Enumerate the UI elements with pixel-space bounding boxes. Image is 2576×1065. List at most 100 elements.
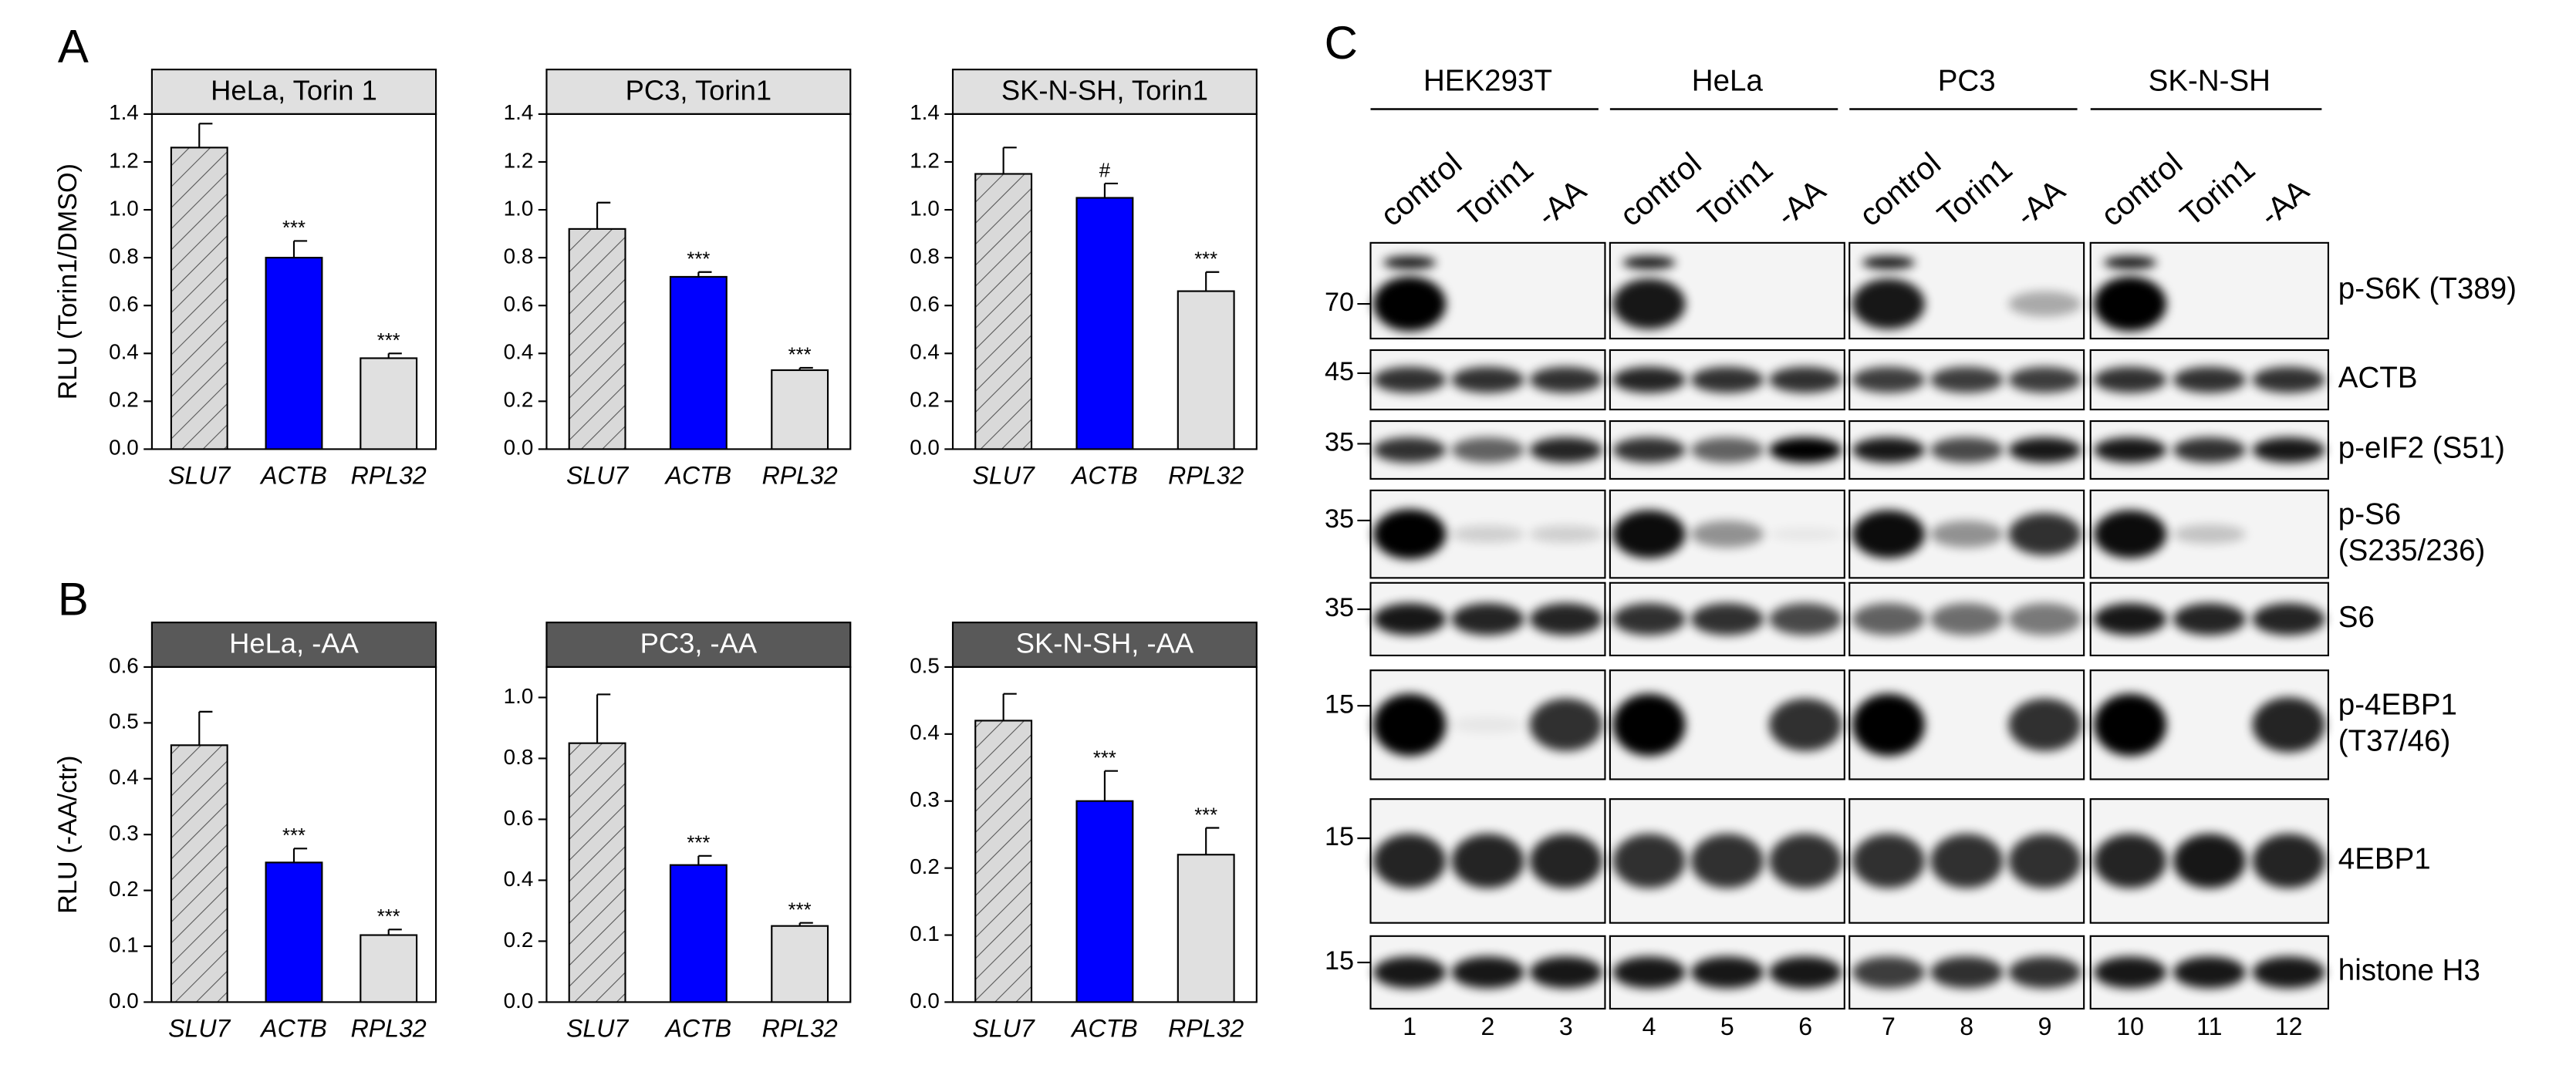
y-tick-label: 0.2 [504,928,534,952]
blot-band [1769,366,1842,393]
blot-band [1612,956,1686,989]
lane-treatment: Torin1 [1691,151,1779,233]
lane-treatment: Torin1 [1452,151,1540,233]
blot-band [1769,436,1842,463]
x-tick-label: ACTB [1070,1014,1138,1042]
y-tick-label: 0.3 [109,821,139,845]
panel-title: HeLa, -AA [229,628,360,659]
lane-number: 2 [1481,1013,1495,1040]
blot-band [1930,603,2004,635]
blot-band [2173,524,2246,544]
blot-band [2008,513,2081,556]
blot-band [1690,521,1764,548]
panel-title: PC3, -AA [640,628,758,659]
y-tick-label: 0.2 [910,854,940,878]
blot-band [1612,436,1686,463]
blot-band [1690,436,1764,463]
x-tick-label: ACTB [259,461,327,489]
lane-number: 6 [1798,1013,1812,1040]
blot-band [1852,956,1925,989]
bar [1075,800,1134,1003]
panel-title: HeLa, Torin 1 [211,75,377,106]
significance-marker: *** [788,900,812,922]
blot-band [1529,698,1602,752]
panel-title: SK-N-SH, Torin1 [1001,75,1208,106]
y-tick-label: 0.4 [910,720,940,744]
blot-band [1373,436,1447,463]
y-tick-label: 0.4 [109,340,139,364]
y-tick-label: 0.6 [504,806,534,830]
y-tick-label: 1.0 [504,196,534,220]
x-tick-label: RPL32 [762,461,838,489]
significance-marker: *** [687,249,710,271]
x-tick-label: RPL32 [762,1014,838,1042]
blot-band [1529,525,1602,543]
mw-marker: 15 [1325,822,1354,851]
blot-band [1612,603,1686,635]
blot-band [1852,603,1925,635]
blot-band [2008,698,2081,752]
blot-band [1769,603,1842,635]
bar [669,864,728,1003]
y-tick-label: 0.4 [504,340,534,364]
x-tick-label: RPL32 [1168,1014,1244,1042]
lane-number: 10 [2116,1013,2144,1040]
y-tick-label: 0.0 [504,989,534,1013]
blot-band [1373,603,1447,635]
blot-band [1862,255,1916,270]
blot-band [1612,366,1686,393]
protein-label: p-eIF2 (S51) [2338,432,2505,465]
blot-band [1690,603,1764,635]
protein-label: (S235/236) [2338,534,2486,567]
y-tick-label: 0.6 [504,292,534,316]
cell-line-label: SK-N-SH [2149,64,2270,97]
bar [360,357,418,450]
bar [771,925,829,1003]
bar [974,173,1033,450]
blot-band [2094,956,2167,989]
lane-number: 8 [1960,1013,1973,1040]
panel-title-box [545,69,852,115]
y-axis-label: RLU (-AA/ctr) [53,755,83,913]
lane-treatment: control [1852,145,1947,233]
blot-band [2252,834,2325,888]
lane-treatment: control [1613,145,1708,233]
blot-band [1769,834,1842,888]
x-tick-label: ACTB [1070,461,1138,489]
blot-band [1373,509,1447,560]
protein-label: ACTB [2338,362,2418,395]
blot-band [2008,603,2081,635]
blot-band [2008,436,2081,463]
blot-band [2252,697,2325,753]
blot-band [2173,366,2246,393]
blot-band [1529,956,1602,989]
lane-number: 7 [1882,1013,1896,1040]
blot-band [1529,834,1602,888]
lane-treatment: -AA [1769,172,1832,233]
bar [771,369,829,450]
y-tick-label: 0.1 [109,932,139,956]
blot-band [2008,834,2081,888]
protein-label: p-4EBP1 [2338,688,2457,721]
bar [265,861,323,1003]
blot-band [1622,255,1676,270]
blot-band [1690,956,1764,989]
significance-marker: *** [377,330,400,352]
mw-marker: 45 [1325,357,1354,386]
blot-band [1451,956,1524,989]
y-tick-label: 0.4 [109,765,139,789]
blot-band [1852,366,1925,393]
y-tick-label: 0.2 [910,388,940,412]
y-tick-label: 1.0 [109,196,139,220]
blot-band [2173,956,2246,989]
y-tick-label: 1.4 [504,100,534,124]
x-tick-label: ACTB [259,1014,327,1042]
blot-band [1373,693,1447,757]
y-tick-label: 1.2 [504,148,534,172]
x-tick-label: SLU7 [566,1014,629,1042]
y-tick-label: 0.8 [910,244,940,268]
blot-band [2173,436,2246,463]
lane-treatment: -AA [1530,172,1593,233]
y-tick-label: 0.2 [504,388,534,412]
x-tick-label: SLU7 [972,1014,1035,1042]
